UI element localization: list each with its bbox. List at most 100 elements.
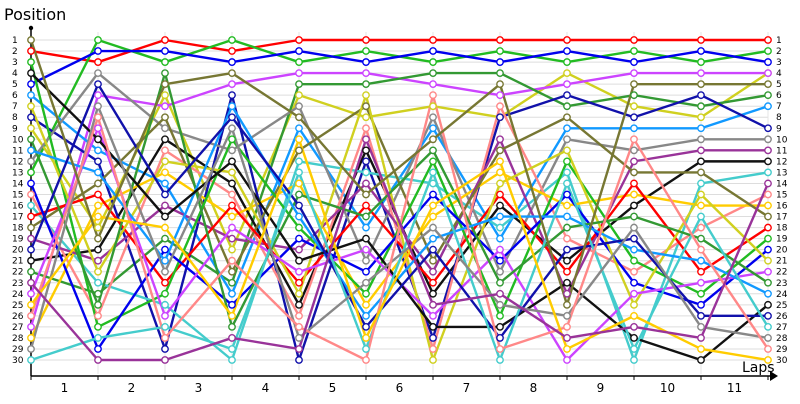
series-point xyxy=(295,168,303,177)
series-point xyxy=(362,223,370,232)
series-point xyxy=(362,113,370,122)
series-point xyxy=(295,278,303,287)
series-point xyxy=(362,356,370,364)
series-point xyxy=(630,69,638,78)
series-point xyxy=(228,356,236,364)
series-point xyxy=(496,322,504,331)
y-tick-label-right: 1 xyxy=(776,36,782,46)
series-point xyxy=(362,47,370,55)
series-point xyxy=(429,278,437,287)
y-tick-label-right: 11 xyxy=(776,146,787,156)
series-point xyxy=(563,113,571,122)
series-point xyxy=(764,334,772,342)
series-point xyxy=(362,157,370,166)
series-point xyxy=(630,334,638,342)
series-point xyxy=(94,212,102,221)
series-point xyxy=(295,157,303,166)
series-point xyxy=(429,179,437,188)
series-point xyxy=(697,190,705,199)
series-point xyxy=(764,102,772,111)
y-tick-label-right: 24 xyxy=(776,290,788,300)
y-tick-label-right: 20 xyxy=(776,246,788,256)
series-point xyxy=(161,91,169,100)
series-point xyxy=(161,47,169,55)
x-tick-label: 5 xyxy=(329,381,337,395)
series-point xyxy=(563,190,571,199)
series-point xyxy=(697,102,705,111)
x-tick-label: 3 xyxy=(195,381,203,395)
x-tick-label: 7 xyxy=(463,381,471,395)
y-tick-label-right: 7 xyxy=(776,102,782,112)
series-point xyxy=(94,267,102,276)
series-point xyxy=(563,157,571,166)
y-tick-label-left: 19 xyxy=(12,235,24,245)
series-line-25 xyxy=(30,171,770,362)
series-point xyxy=(27,234,35,243)
series-point xyxy=(27,223,35,232)
series-point xyxy=(228,124,236,133)
y-tick-label-left: 13 xyxy=(12,168,23,178)
series-point xyxy=(228,58,236,66)
series-point xyxy=(764,36,772,44)
series-point xyxy=(697,334,705,342)
y-tick-label-left: 23 xyxy=(12,279,23,289)
series-point xyxy=(362,168,370,177)
series-point xyxy=(563,267,571,276)
x-tick-label: 10 xyxy=(660,381,675,395)
series-point xyxy=(362,69,370,78)
series-point xyxy=(228,168,236,177)
series-point xyxy=(697,113,705,122)
y-tick-label-right: 4 xyxy=(776,69,782,79)
series-point xyxy=(161,179,169,188)
series-point xyxy=(27,322,35,331)
y-tick-label-left: 12 xyxy=(12,157,23,167)
series-point xyxy=(563,69,571,78)
series-point xyxy=(228,179,236,188)
series-point xyxy=(563,356,571,364)
series-point xyxy=(697,80,705,89)
y-tick-label-left: 18 xyxy=(12,224,24,234)
series-point xyxy=(228,146,236,155)
series-point xyxy=(94,146,102,155)
series-point xyxy=(94,157,102,166)
series-point xyxy=(496,47,504,55)
series-point xyxy=(94,334,102,342)
series-point xyxy=(496,256,504,265)
series-point xyxy=(362,345,370,353)
y-tick-label-left: 3 xyxy=(12,58,18,68)
series-point xyxy=(563,223,571,232)
series-point xyxy=(295,334,303,342)
series-line-29 xyxy=(30,138,770,362)
y-tick-label-left: 4 xyxy=(12,69,18,79)
series-point xyxy=(429,190,437,199)
series-point xyxy=(362,80,370,89)
series-point xyxy=(94,234,102,243)
series-point xyxy=(496,300,504,309)
series-point xyxy=(496,179,504,188)
series-lines xyxy=(29,38,770,362)
series-point xyxy=(295,102,303,111)
series-point xyxy=(764,179,772,188)
series-point xyxy=(94,256,102,265)
y-tick-label-left: 21 xyxy=(12,257,23,267)
series-point xyxy=(764,256,772,265)
series-point xyxy=(27,334,35,342)
series-point xyxy=(563,345,571,353)
y-tick-label-left: 1 xyxy=(12,36,18,46)
series-line-3 xyxy=(30,49,769,86)
series-point xyxy=(496,289,504,298)
series-point xyxy=(27,201,35,210)
series-point xyxy=(27,300,35,309)
series-point xyxy=(630,80,638,89)
series-point xyxy=(697,157,705,166)
series-point xyxy=(94,201,102,210)
series-point xyxy=(630,91,638,100)
series-point xyxy=(764,190,772,199)
series-point xyxy=(228,311,236,320)
series-point xyxy=(630,256,638,265)
series-point xyxy=(630,58,638,66)
series-point xyxy=(362,322,370,331)
series-point xyxy=(362,256,370,265)
series-point xyxy=(764,80,772,89)
y-tick-label-left: 2 xyxy=(12,47,18,57)
